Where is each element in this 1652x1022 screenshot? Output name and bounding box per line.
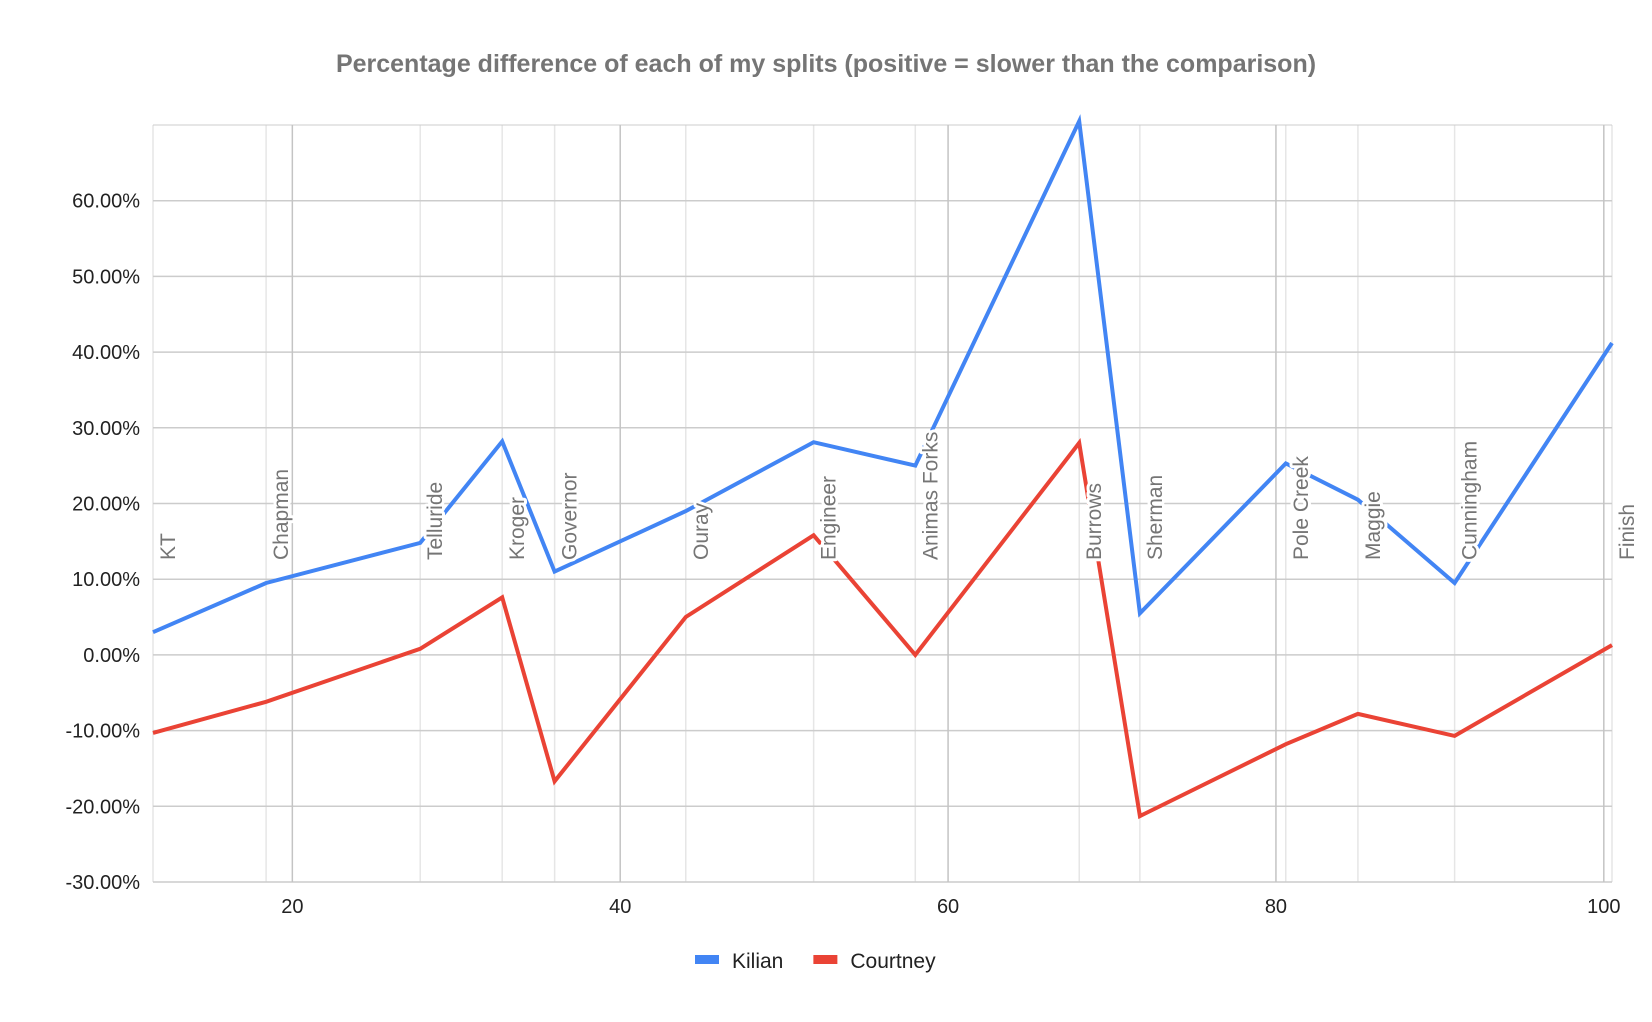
x-tick-label: 80	[1265, 896, 1287, 918]
y-tick-label: -30.00%	[66, 872, 141, 894]
y-tick-label: 0.00%	[83, 645, 140, 667]
y-tick-label: 10.00%	[72, 569, 140, 591]
split-label: Burrows	[1083, 483, 1106, 560]
legend-swatch	[813, 955, 838, 964]
x-tick-label: 60	[937, 896, 959, 918]
legend: Kilian Courtney	[695, 950, 936, 973]
x-tick-label: 100	[1587, 896, 1620, 918]
split-label: Ouray	[690, 502, 713, 560]
split-label: Maggie	[1362, 491, 1385, 560]
y-axis: -30.00% -20.00% -10.00% 0.00% 10.00% 20.00% 30…	[66, 191, 141, 894]
series-line-kilian	[152, 114, 1614, 635]
series-lines	[152, 114, 1614, 820]
split-label: Chapman	[270, 469, 293, 560]
y-tick-label: -10.00%	[66, 721, 141, 743]
legend-label: Kilian	[732, 950, 783, 973]
series-line-courtney	[152, 438, 1613, 820]
legend-swatch	[695, 955, 719, 964]
y-tick-label: 20.00%	[72, 494, 140, 516]
split-label: KT	[157, 533, 180, 560]
y-tick-label: 50.00%	[72, 266, 140, 288]
split-label: Governor	[559, 472, 582, 560]
split-labels: KT Chapman Telluride Kroger Governor Ouray Eng…	[154, 429, 1642, 563]
split-label: Telluride	[424, 482, 447, 560]
y-tick-label: 30.00%	[72, 418, 140, 440]
x-tick-label: 40	[609, 896, 631, 918]
legend-label: Courtney	[850, 950, 936, 973]
split-label: Kroger	[506, 497, 529, 560]
split-label: Pole Creek	[1290, 456, 1313, 560]
x-axis: 20 40 60 80 100	[281, 896, 1620, 918]
y-tick-label: 60.00%	[72, 191, 140, 213]
split-label: Sherman	[1144, 475, 1167, 560]
split-label: Animas Forks	[919, 432, 942, 560]
split-label: Finish	[1616, 504, 1639, 560]
x-tick-label: 20	[281, 896, 303, 918]
split-label: Cunningham	[1459, 441, 1482, 560]
split-label: Engineer	[818, 476, 841, 560]
grid-major	[153, 124, 1612, 883]
y-tick-label: -20.00%	[66, 796, 141, 818]
chart-title: Percentage difference of each of my spli…	[336, 50, 1316, 78]
y-tick-label: 40.00%	[72, 342, 140, 364]
